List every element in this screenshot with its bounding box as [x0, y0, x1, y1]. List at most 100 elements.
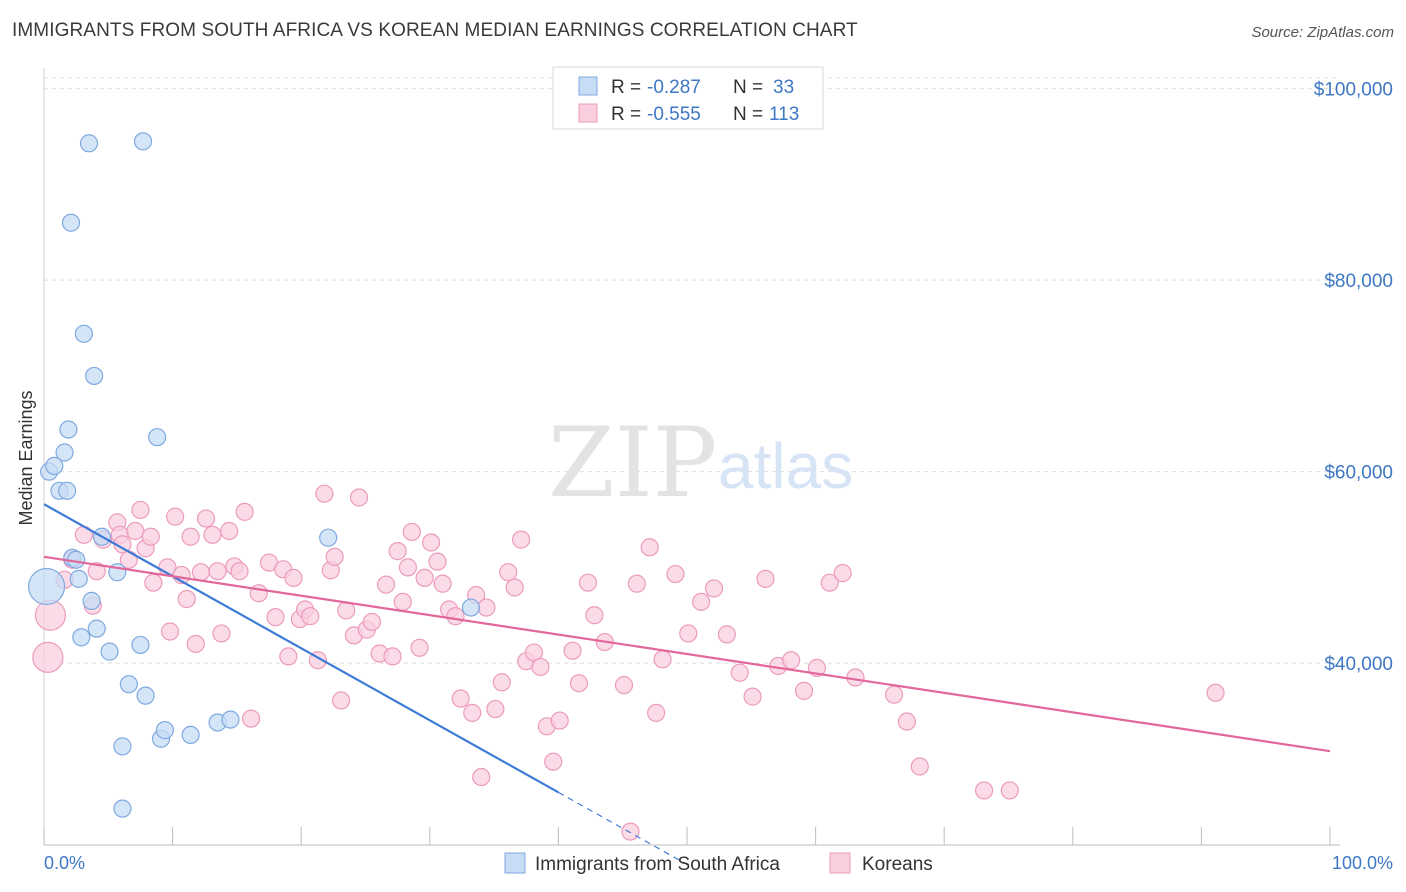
korean-point — [621, 822, 640, 841]
south-africa-point — [74, 324, 93, 343]
korean-point — [34, 599, 67, 631]
korean-point — [208, 562, 227, 581]
korean-point — [410, 638, 429, 657]
korean-point — [402, 522, 421, 542]
korean-point — [569, 674, 589, 693]
watermark-atlas: atlas — [718, 430, 853, 502]
korean-point — [472, 767, 491, 787]
korean-point — [585, 606, 604, 625]
legend-blue-swatch — [578, 76, 598, 96]
korean-point — [627, 574, 646, 593]
korean-point — [563, 641, 582, 660]
y-tick-labels: $40,000 $60,000 $80,000 $100,000 — [1314, 80, 1393, 675]
south-africa-point — [319, 528, 338, 547]
south-africa-point — [72, 628, 91, 647]
korean-point — [653, 650, 672, 669]
korean-point — [640, 538, 659, 557]
south-africa-point — [45, 456, 64, 476]
korean-point — [301, 607, 320, 626]
watermark-zip: ZIP — [548, 407, 717, 519]
korean-point — [492, 673, 511, 692]
korean-point — [544, 752, 563, 771]
korean-point — [833, 564, 852, 583]
legend-r-label-2: R = — [611, 104, 641, 125]
korean-point — [131, 500, 150, 520]
south-africa-point — [61, 213, 81, 232]
south-africa-point — [221, 710, 240, 729]
korean-point — [1206, 683, 1225, 702]
korean-point — [679, 624, 698, 643]
korean-point — [325, 547, 344, 566]
korean-point — [730, 663, 749, 682]
korean-point — [820, 573, 839, 592]
south-africa-point — [69, 569, 88, 588]
korean-point — [717, 625, 736, 644]
trend-lines — [43, 503, 1331, 865]
watermark: ZIP atlas — [548, 407, 853, 519]
korean-point — [141, 527, 160, 546]
legend-pink-swatch — [578, 103, 598, 123]
korean-point — [393, 592, 412, 611]
korean-point — [160, 622, 180, 641]
south-africa-point — [79, 134, 99, 153]
korean-point — [884, 685, 904, 704]
south-africa-point — [55, 443, 74, 462]
korean-point — [756, 569, 775, 588]
korean-point — [398, 558, 418, 577]
korean-point — [212, 624, 231, 643]
korean-point — [241, 709, 261, 728]
south-africa-point — [461, 598, 481, 617]
y-tick-label-3: $100,000 — [1314, 80, 1393, 101]
korean-point — [177, 589, 196, 609]
korean-point — [477, 598, 496, 617]
legend-n-value-2: 113 — [769, 104, 799, 125]
korean-point — [87, 562, 106, 581]
korean-point — [331, 691, 351, 710]
south-africa-point — [59, 420, 78, 439]
bottom-legend-blue-label: Immigrants from South Africa — [535, 854, 780, 875]
korean-point — [512, 530, 531, 549]
korean-point — [181, 527, 200, 546]
south-africa-point — [87, 619, 106, 638]
south-africa-point — [58, 481, 77, 500]
south-africa-point — [133, 132, 153, 151]
korean-point — [284, 568, 303, 588]
south-africa-point — [113, 799, 132, 818]
korean-point — [421, 533, 441, 552]
korean-point — [446, 607, 465, 626]
korean-point — [531, 657, 550, 677]
korean-point — [203, 525, 222, 544]
korean-point — [666, 564, 685, 584]
korean-point — [388, 542, 407, 561]
korean-point — [550, 711, 569, 730]
korean-point — [349, 488, 369, 507]
korean-point — [220, 521, 239, 541]
korean-point — [230, 562, 249, 581]
korean-point — [974, 781, 994, 800]
korean-point — [32, 641, 64, 673]
korean-point — [782, 651, 801, 670]
korean-point — [614, 676, 634, 695]
y-axis-label: Median Earnings — [16, 390, 36, 525]
korean-point — [433, 574, 452, 593]
korean-point — [191, 563, 210, 582]
korean-point — [451, 689, 470, 708]
axes — [43, 68, 1340, 846]
x-tick-label-1: 100.0% — [1332, 853, 1393, 873]
korean-point — [505, 578, 524, 597]
korean-point — [499, 563, 518, 582]
korean-point — [647, 703, 666, 722]
korean-point — [428, 552, 447, 571]
korean-point — [315, 484, 334, 503]
south-africa-point — [113, 737, 132, 756]
korean-point — [415, 568, 434, 588]
legend-r-value-1: -0.287 — [647, 77, 701, 98]
korean-point — [897, 712, 917, 731]
legend-n-label-2: N = — [733, 104, 763, 125]
korean-point — [186, 634, 205, 654]
legend-box: R = -0.287 N = 33 R = -0.555 N = 113 — [552, 66, 824, 130]
korean-point — [383, 647, 402, 666]
korean-point — [910, 757, 929, 776]
korean-point — [279, 647, 298, 666]
